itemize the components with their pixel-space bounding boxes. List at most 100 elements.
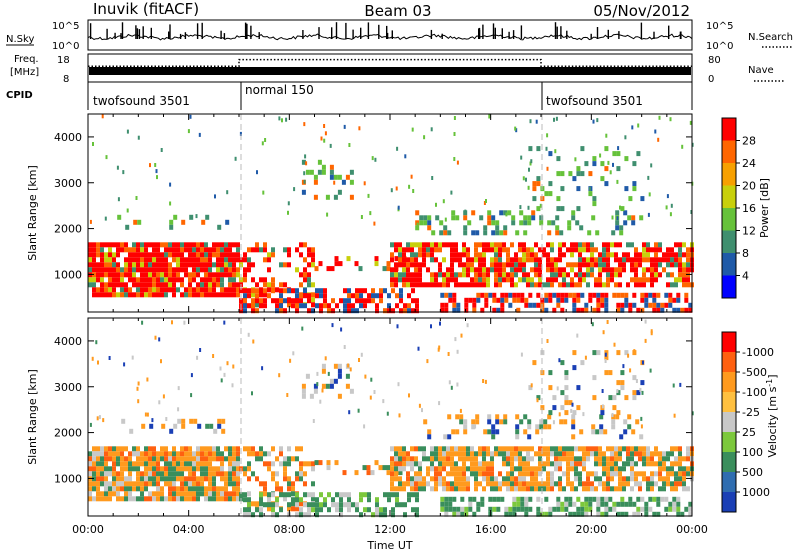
radar-cell	[631, 215, 636, 221]
radar-cell	[580, 146, 585, 152]
radar-cell	[355, 293, 359, 299]
nave-tick-top: 80	[708, 55, 721, 66]
radar-cell	[398, 446, 402, 452]
radar-cell	[592, 196, 597, 202]
radar-cell	[594, 471, 598, 477]
radar-cell	[124, 257, 128, 263]
radar-cell	[515, 230, 520, 236]
radar-cell	[180, 267, 184, 273]
radar-cell	[363, 298, 367, 304]
radar-cell	[307, 252, 311, 258]
radar-cell	[364, 374, 367, 379]
radar-cell	[311, 282, 315, 288]
radar-cell	[623, 419, 628, 425]
radar-cell	[247, 257, 251, 263]
radar-cell	[116, 282, 120, 288]
radar-cell	[321, 164, 326, 170]
radar-cell	[442, 451, 446, 457]
radar-cell	[228, 252, 232, 258]
radar-cell	[548, 506, 553, 512]
radar-cell	[535, 119, 538, 124]
radar-cell	[508, 302, 513, 308]
radar-cell	[622, 262, 626, 268]
y-tick-label: 3000	[54, 177, 82, 190]
radar-cell	[363, 507, 367, 513]
radar-cell	[177, 418, 182, 424]
radar-cell	[136, 496, 140, 502]
radar-cell	[412, 189, 415, 193]
radar-cell	[259, 481, 263, 487]
radar-cell	[200, 481, 204, 487]
radar-cell	[610, 451, 614, 457]
radar-cell	[390, 282, 394, 288]
radar-cell	[208, 272, 212, 278]
radar-cell	[275, 486, 279, 492]
radar-cell	[406, 456, 410, 462]
radar-cell	[168, 252, 172, 258]
radar-cell	[588, 506, 593, 512]
radar-cell	[231, 383, 234, 388]
radar-cell	[331, 502, 335, 508]
nave-tick-bottom: 0	[708, 74, 714, 85]
radar-cell	[658, 247, 662, 253]
radar-cell	[279, 293, 283, 299]
radar-cell	[462, 247, 466, 253]
radar-cell	[303, 242, 307, 248]
radar-cell	[572, 350, 577, 356]
radar-cell	[466, 476, 470, 482]
radar-cell	[291, 303, 295, 309]
radar-cell	[644, 302, 649, 308]
radar-cell	[410, 252, 414, 258]
radar-cell	[552, 292, 557, 298]
radar-cell	[526, 466, 530, 472]
radar-cell	[367, 293, 371, 299]
radar-cell	[444, 506, 449, 512]
radar-cell	[556, 506, 561, 512]
radar-cell	[566, 471, 570, 477]
radar-cell	[526, 486, 530, 492]
radar-cell	[224, 242, 228, 248]
radar-cell	[192, 287, 196, 293]
radar-cell	[620, 302, 625, 308]
radar-cell	[656, 302, 661, 308]
radar-cell	[116, 461, 120, 467]
radar-cell	[602, 262, 606, 268]
radar-cell	[136, 461, 140, 467]
radar-cell	[200, 292, 204, 298]
radar-cell	[148, 476, 152, 482]
radar-cell	[251, 471, 255, 477]
radar-cell	[88, 466, 92, 472]
radar-cell	[219, 366, 222, 371]
radar-cell	[490, 476, 494, 482]
radar-cell	[440, 302, 445, 308]
radar-cell	[528, 496, 533, 502]
radar-cell	[89, 422, 92, 427]
radar-cell	[92, 262, 96, 268]
radar-cell	[474, 257, 478, 263]
radar-cell	[283, 282, 287, 288]
radar-cell	[321, 388, 324, 393]
radar-cell	[430, 242, 434, 248]
radar-cell	[686, 282, 690, 288]
radar-cell	[169, 224, 174, 230]
radar-cell	[370, 377, 373, 382]
radar-cell	[490, 461, 494, 467]
radar-cell	[616, 410, 621, 416]
radar-cell	[419, 215, 424, 221]
radar-cell	[220, 476, 224, 482]
radar-cell	[156, 496, 160, 502]
radar-cell	[520, 501, 525, 507]
radar-cell	[104, 491, 108, 497]
radar-cell	[487, 210, 492, 216]
radar-cell	[618, 486, 622, 492]
radar-cell	[430, 272, 434, 278]
radar-cell	[177, 386, 180, 391]
radar-cell	[228, 247, 232, 253]
radar-cell	[662, 466, 666, 472]
radar-cell	[566, 451, 570, 457]
radar-cell	[548, 511, 553, 517]
radar-cell	[132, 252, 136, 258]
radar-cell	[160, 486, 164, 492]
radar-cell	[551, 220, 556, 226]
radar-cell	[390, 267, 394, 273]
